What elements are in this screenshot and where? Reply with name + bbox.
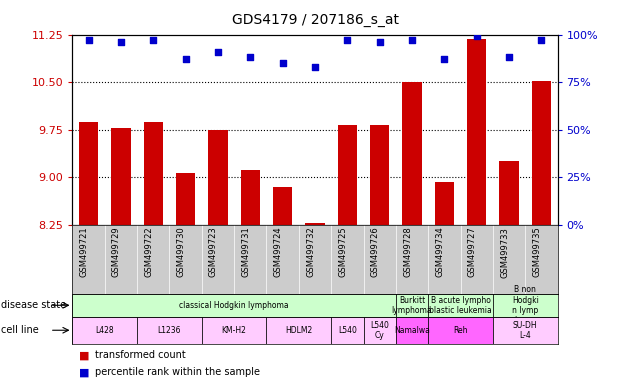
Bar [532, 81, 551, 225]
Bar [137, 317, 202, 344]
Text: L1236: L1236 [158, 326, 181, 335]
Bar [72, 294, 396, 317]
Text: Namalwa: Namalwa [394, 326, 430, 335]
Bar [306, 223, 324, 225]
Bar [396, 294, 428, 317]
Text: L540: L540 [338, 326, 357, 335]
Bar [403, 82, 421, 225]
Point [439, 56, 449, 62]
Text: Reh: Reh [453, 326, 468, 335]
Point [278, 60, 288, 66]
Bar [428, 294, 493, 317]
Text: B acute lympho
blastic leukemia: B acute lympho blastic leukemia [429, 296, 492, 315]
Text: GSM499725: GSM499725 [338, 227, 347, 277]
Text: GSM499732: GSM499732 [306, 227, 315, 278]
Text: Burkitt
lymphoma: Burkitt lymphoma [392, 296, 432, 315]
Bar [241, 170, 260, 225]
Text: GSM499729: GSM499729 [112, 227, 121, 277]
Point [245, 54, 255, 60]
Text: ■: ■ [79, 350, 89, 360]
Text: SU-DH
L-4: SU-DH L-4 [513, 321, 537, 340]
Bar [273, 187, 292, 225]
Bar [435, 182, 454, 225]
Bar [176, 173, 195, 225]
Point [536, 37, 546, 43]
Bar [500, 161, 518, 225]
Bar [266, 317, 331, 344]
Point [116, 39, 126, 45]
Text: GSM499726: GSM499726 [370, 227, 380, 278]
Point [375, 39, 385, 45]
Bar [364, 317, 396, 344]
Text: GSM499727: GSM499727 [467, 227, 477, 278]
Text: L428: L428 [96, 326, 114, 335]
Text: GSM499728: GSM499728 [403, 227, 412, 278]
Bar [209, 130, 227, 225]
Point [342, 37, 352, 43]
Point [84, 37, 94, 43]
Bar [338, 125, 357, 225]
Text: GSM499724: GSM499724 [273, 227, 283, 277]
Text: L540
Cy: L540 Cy [370, 321, 389, 340]
Bar [331, 317, 364, 344]
Bar [396, 317, 428, 344]
Text: HDLM2: HDLM2 [285, 326, 312, 335]
Text: KM-H2: KM-H2 [222, 326, 246, 335]
Point [504, 54, 514, 60]
Text: disease state: disease state [1, 300, 66, 310]
Bar [202, 317, 266, 344]
Text: GSM499735: GSM499735 [532, 227, 541, 278]
Text: ■: ■ [79, 367, 89, 377]
Bar [112, 128, 130, 225]
Text: GSM499730: GSM499730 [176, 227, 186, 278]
Text: transformed count: transformed count [94, 350, 185, 360]
Text: cell line: cell line [1, 325, 38, 335]
Text: GSM499731: GSM499731 [241, 227, 250, 278]
Bar [144, 122, 163, 225]
Text: GSM499733: GSM499733 [500, 227, 509, 278]
Bar [493, 317, 558, 344]
Bar [79, 122, 98, 225]
Text: classical Hodgkin lymphoma: classical Hodgkin lymphoma [180, 301, 289, 310]
Point [181, 56, 191, 62]
Text: GSM499723: GSM499723 [209, 227, 218, 278]
Point [407, 37, 417, 43]
Bar [370, 125, 389, 225]
Text: percentile rank within the sample: percentile rank within the sample [94, 367, 260, 377]
Text: GSM499721: GSM499721 [79, 227, 89, 277]
Text: GSM499722: GSM499722 [144, 227, 153, 277]
Point [148, 37, 158, 43]
Text: GSM499734: GSM499734 [435, 227, 444, 278]
Bar [493, 294, 558, 317]
Text: B non
Hodgki
n lymp
homa: B non Hodgki n lymp homa [512, 285, 539, 325]
Text: GDS4179 / 207186_s_at: GDS4179 / 207186_s_at [231, 13, 399, 27]
Bar [428, 317, 493, 344]
Bar [72, 317, 137, 344]
Point [472, 33, 482, 40]
Bar [467, 39, 486, 225]
Point [213, 49, 223, 55]
Point [310, 64, 320, 70]
